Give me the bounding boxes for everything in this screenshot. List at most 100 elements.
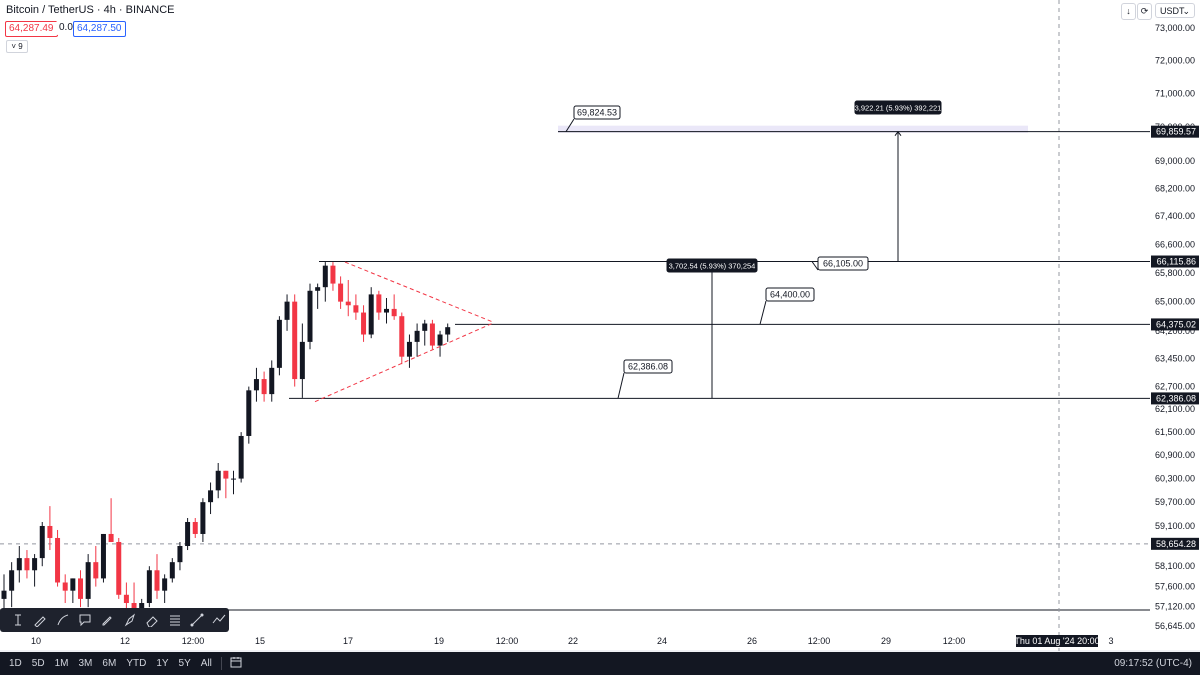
range-1d[interactable]: 1D bbox=[9, 658, 22, 669]
candle-body bbox=[16, 558, 22, 571]
callout-64400-leader bbox=[759, 300, 767, 325]
callout-64400: 64,400.00 bbox=[770, 290, 810, 300]
x-tick-label: 12:00 bbox=[182, 636, 205, 646]
candle-body bbox=[253, 379, 259, 391]
download-icon[interactable]: ↓ bbox=[1121, 3, 1136, 20]
marker-icon[interactable] bbox=[120, 610, 139, 630]
x-tick-label: 26 bbox=[747, 636, 757, 646]
level-price-box bbox=[1151, 125, 1199, 138]
candle-body bbox=[32, 558, 38, 571]
callout-64400-box[interactable] bbox=[765, 287, 815, 302]
triangle-line[interactable] bbox=[344, 261, 493, 323]
currency-select[interactable]: USDT ⌄ bbox=[1155, 3, 1195, 18]
candle-body bbox=[338, 283, 344, 302]
candle-body bbox=[192, 521, 198, 534]
candle-body bbox=[154, 570, 160, 591]
y-tick-label: 56,645.00 bbox=[1155, 621, 1195, 631]
y-tick-label: 61,500.00 bbox=[1155, 427, 1195, 437]
note-icon[interactable] bbox=[75, 610, 94, 630]
y-tick-label: 68,200.00 bbox=[1155, 183, 1195, 193]
candle-body bbox=[322, 265, 328, 288]
crosshair-time-label: Thu 01 Aug '24 20:00 bbox=[1014, 636, 1099, 646]
indicators-toggle[interactable]: ˅ 9 bbox=[6, 40, 28, 53]
candle-body bbox=[238, 435, 244, 479]
measure-label-1-box[interactable] bbox=[666, 258, 758, 273]
range-all[interactable]: All bbox=[200, 658, 212, 669]
range-6m[interactable]: 6M bbox=[102, 658, 117, 669]
y-tick-label: 69,000.00 bbox=[1155, 156, 1195, 166]
crosshair-price-box bbox=[1151, 537, 1199, 550]
separator bbox=[220, 657, 222, 670]
range-3m[interactable]: 3M bbox=[78, 658, 93, 669]
y-tick-label: 67,400.00 bbox=[1155, 211, 1195, 221]
candle-body bbox=[361, 312, 367, 335]
candle-body bbox=[139, 603, 145, 612]
brush-icon[interactable] bbox=[30, 610, 49, 630]
candle-body bbox=[131, 603, 137, 612]
trend-line-icon[interactable] bbox=[187, 610, 206, 630]
x-tick-label: 12:00 bbox=[943, 636, 966, 646]
callout-69824: 69,824.53 bbox=[577, 108, 617, 118]
clock[interactable]: 09:17:52 (UTC-4) bbox=[1114, 658, 1192, 669]
candle-body bbox=[231, 478, 236, 480]
y-tick-label: 57,600.00 bbox=[1155, 582, 1195, 592]
level-price-box bbox=[1151, 255, 1199, 268]
candle-body bbox=[55, 537, 61, 583]
range-1y[interactable]: 1Y bbox=[156, 658, 169, 669]
candle-body bbox=[100, 533, 106, 579]
y-tick-label: 65,000.00 bbox=[1155, 297, 1195, 307]
candle-body bbox=[368, 294, 374, 335]
bid-price[interactable]: 64,287.49 bbox=[5, 21, 58, 37]
callout-62386-box[interactable] bbox=[623, 359, 673, 374]
date-range-icon[interactable] bbox=[226, 656, 246, 671]
ask-price[interactable]: 64,287.50 bbox=[73, 21, 126, 37]
callout-69824-box[interactable] bbox=[573, 105, 621, 120]
y-tick-label: 71,000.00 bbox=[1155, 88, 1195, 98]
candle-body bbox=[284, 301, 290, 320]
x-tick-label: 12 bbox=[120, 636, 130, 646]
candle-body bbox=[384, 308, 389, 313]
candle-body bbox=[39, 525, 45, 559]
y-tick-label: 60,900.00 bbox=[1155, 450, 1195, 460]
range-ytd[interactable]: YTD bbox=[126, 658, 147, 669]
candle-body bbox=[307, 290, 313, 342]
lines-icon[interactable] bbox=[165, 610, 184, 630]
measure-arrow-2-head bbox=[894, 130, 902, 136]
drawing-toolbar bbox=[0, 608, 229, 632]
candle-body bbox=[406, 341, 412, 357]
candle-body bbox=[445, 327, 451, 335]
range-1m[interactable]: 1M bbox=[54, 658, 69, 669]
candle-body bbox=[215, 470, 221, 491]
candle-body bbox=[391, 308, 397, 317]
triangle-line[interactable] bbox=[314, 323, 493, 403]
y-tick-label: 57,120.00 bbox=[1155, 601, 1195, 611]
y-tick-label: 58,100.00 bbox=[1155, 561, 1195, 571]
level-price-box bbox=[1151, 392, 1199, 405]
candle-body bbox=[116, 541, 122, 595]
x-tick-label: 19 bbox=[434, 636, 444, 646]
callout-69824-leader bbox=[565, 118, 575, 132]
range-5y[interactable]: 5Y bbox=[178, 658, 191, 669]
y-tick-label: 59,700.00 bbox=[1155, 497, 1195, 507]
eraser-icon[interactable] bbox=[142, 610, 161, 630]
range-5d[interactable]: 5D bbox=[31, 658, 45, 669]
callout-62386: 62,386.08 bbox=[628, 362, 668, 372]
measure-label-1: 3,702.54 (5.93%) 370,254 bbox=[669, 262, 756, 271]
pen-icon[interactable] bbox=[98, 610, 117, 630]
candle-body bbox=[422, 323, 428, 331]
x-tick-label: 17 bbox=[343, 636, 353, 646]
x-tick-label: 10 bbox=[31, 636, 41, 646]
callout-62386-leader bbox=[617, 372, 625, 399]
y-tick-label: 73,000.00 bbox=[1155, 23, 1195, 33]
candle-body bbox=[146, 570, 152, 604]
refresh-icon[interactable]: ⟳ bbox=[1137, 3, 1152, 20]
text-cursor-icon[interactable] bbox=[8, 610, 27, 630]
highlighter-icon[interactable] bbox=[53, 610, 72, 630]
price-chart[interactable]: 69,824.53 66,105.00 64,400.00 62,386.08 3,70… bbox=[0, 0, 1200, 652]
path-icon[interactable] bbox=[210, 610, 229, 630]
level-price-box bbox=[1151, 318, 1199, 331]
measure-label-2-box[interactable] bbox=[854, 100, 942, 115]
measure-label-2: 3,922.21 (5.93%) 392,221 bbox=[855, 104, 942, 113]
candle-body bbox=[1, 590, 7, 599]
callout-66105-box[interactable] bbox=[817, 256, 869, 271]
